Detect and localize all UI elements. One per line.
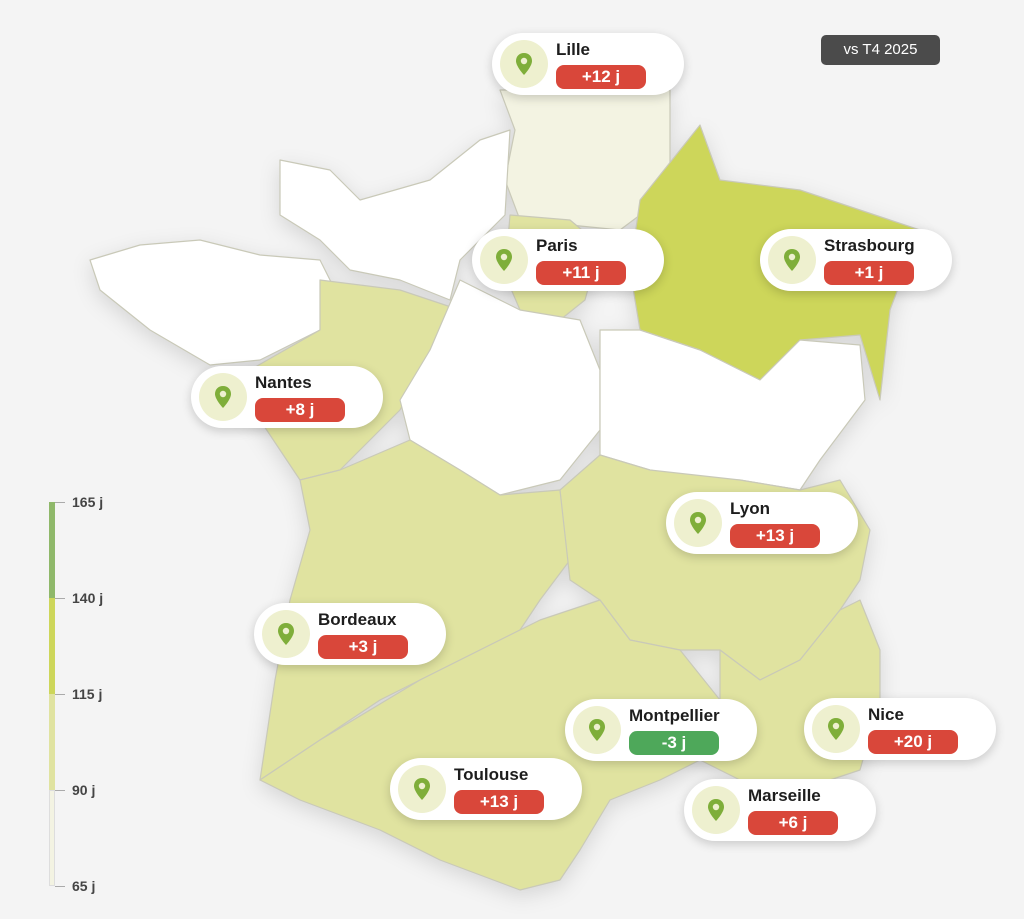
map-pin-icon	[500, 40, 548, 88]
delta-badge: +13 j	[454, 790, 544, 814]
city-marker-bordeaux[interactable]: Bordeaux +3 j	[254, 603, 446, 665]
region-centre-val-de-loire[interactable]	[399, 279, 601, 496]
legend-label: 140 j	[72, 590, 104, 606]
city-marker-lille[interactable]: Lille +12 j	[492, 33, 684, 95]
city-marker-nice[interactable]: Nice +20 j	[804, 698, 996, 760]
delta-badge: -3 j	[629, 731, 719, 755]
legend-tick	[55, 886, 65, 887]
legend-tick	[55, 694, 65, 695]
legend-label: 90 j	[72, 782, 96, 798]
delta-badge: +3 j	[318, 635, 408, 659]
delta-badge: +11 j	[536, 261, 626, 285]
city-marker-paris[interactable]: Paris +11 j	[472, 229, 664, 291]
city-marker-strasbourg[interactable]: Strasbourg +1 j	[760, 229, 952, 291]
map-pin-icon	[768, 236, 816, 284]
legend-band-115-140	[49, 598, 55, 694]
city-name: Nantes	[255, 373, 312, 392]
city-marker-montpellier[interactable]: Montpellier -3 j	[565, 699, 757, 761]
legend-band-65-90	[49, 790, 55, 886]
legend-tick	[55, 790, 65, 791]
city-name: Lyon	[730, 499, 770, 518]
map-pin-icon	[262, 610, 310, 658]
map-pin-icon	[480, 236, 528, 284]
city-marker-toulouse[interactable]: Toulouse +13 j	[390, 758, 582, 820]
city-name: Bordeaux	[318, 610, 397, 629]
legend-tick	[55, 502, 65, 503]
city-name: Montpellier	[629, 706, 720, 725]
city-marker-lyon[interactable]: Lyon +13 j	[666, 492, 858, 554]
delta-badge: +13 j	[730, 524, 820, 548]
comparison-badge: vs T4 2025	[821, 35, 940, 65]
legend-label: 65 j	[72, 878, 96, 894]
city-name: Marseille	[748, 786, 821, 805]
city-marker-marseille[interactable]: Marseille +6 j	[684, 779, 876, 841]
city-name: Nice	[868, 705, 904, 724]
legend-label: 165 j	[72, 494, 104, 510]
city-name: Paris	[536, 236, 578, 255]
delta-badge: +20 j	[868, 730, 958, 754]
city-name: Strasbourg	[824, 236, 915, 255]
legend-band-140-165	[49, 502, 55, 598]
map-pin-icon	[199, 373, 247, 421]
legend-band-90-115	[49, 694, 55, 790]
city-marker-nantes[interactable]: Nantes +8 j	[191, 366, 383, 428]
city-name: Toulouse	[454, 765, 529, 784]
delta-badge: +1 j	[824, 261, 914, 285]
delta-badge: +6 j	[748, 811, 838, 835]
delta-badge: +8 j	[255, 398, 345, 422]
map-pin-icon	[674, 499, 722, 547]
delta-badge: +12 j	[556, 65, 646, 89]
map-pin-icon	[573, 706, 621, 754]
legend-label: 115 j	[72, 686, 103, 702]
legend-tick	[55, 598, 65, 599]
city-name: Lille	[556, 40, 591, 59]
map-pin-icon	[398, 765, 446, 813]
map-pin-icon	[692, 786, 740, 834]
map-pin-icon	[812, 705, 860, 753]
